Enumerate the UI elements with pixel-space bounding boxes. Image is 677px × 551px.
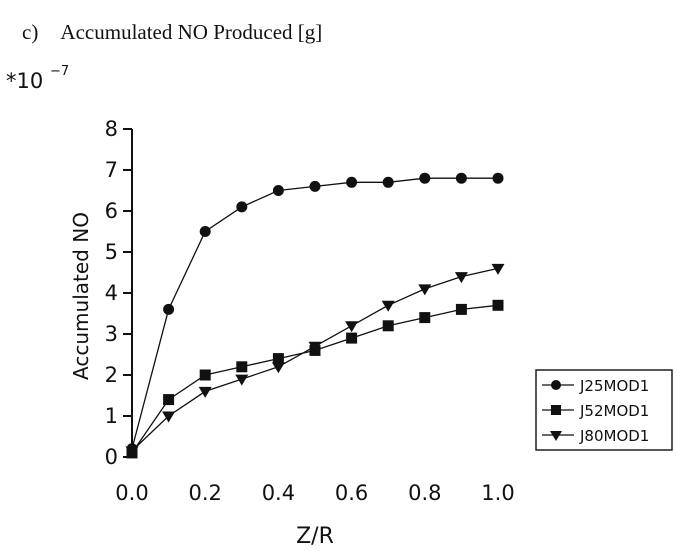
data-point-circle xyxy=(492,172,504,184)
data-point-circle xyxy=(272,185,284,196)
x-tick-label: 0.8 xyxy=(408,481,441,505)
data-point-circle xyxy=(199,226,211,237)
y-tick-label: 2 xyxy=(105,363,118,387)
series-line xyxy=(131,267,499,452)
data-point-circle xyxy=(236,201,248,213)
legend-label: J25MOD1 xyxy=(579,377,649,395)
caption-title: Accumulated NO Produced [g] xyxy=(60,20,323,44)
data-point-circle xyxy=(455,172,467,184)
series-j52mod1 xyxy=(126,299,504,459)
series-line xyxy=(131,304,499,454)
y-scale-exponent: −7 xyxy=(50,64,69,79)
data-point-circle xyxy=(346,176,358,188)
data-point-triangle xyxy=(454,272,468,284)
data-point-square xyxy=(455,303,467,315)
legend-entry: J52MOD1 xyxy=(542,402,649,420)
legend-label: J52MOD1 xyxy=(579,402,649,420)
data-point-triangle xyxy=(162,411,176,423)
data-point-triangle xyxy=(235,374,249,386)
figure-caption: c) Accumulated NO Produced [g] xyxy=(22,20,322,45)
data-point-triangle xyxy=(381,300,395,312)
y-tick-label: 5 xyxy=(105,240,118,264)
y-scale-note: *10 −7 xyxy=(6,64,69,93)
data-point-triangle xyxy=(125,446,139,458)
series-j25mod1 xyxy=(126,172,504,455)
data-point-square xyxy=(382,320,394,332)
y-tick-label: 6 xyxy=(105,199,118,223)
caption-label: c) xyxy=(22,20,39,44)
y-tick-label: 0 xyxy=(105,445,118,469)
data-point-square xyxy=(272,353,284,365)
x-tick-label: 0.4 xyxy=(262,481,295,505)
y-axis-label: Accumulated NO xyxy=(69,212,93,380)
y-tick-label: 3 xyxy=(105,322,118,346)
legend-entry: J25MOD1 xyxy=(542,377,649,395)
data-point-circle xyxy=(382,176,394,188)
y-scale-multiplier: *10 xyxy=(6,69,43,93)
data-point-square xyxy=(346,332,358,344)
x-axis-label: Z/R xyxy=(296,524,334,549)
x-tick-label: 1.0 xyxy=(481,481,514,505)
data-point-circle xyxy=(419,172,431,184)
data-point-square xyxy=(199,369,211,381)
data-point-square xyxy=(419,312,431,324)
y-tick-label: 7 xyxy=(105,158,118,182)
data-point-triangle xyxy=(271,362,285,374)
legend-entry: J80MOD1 xyxy=(542,427,649,445)
data-point-triangle xyxy=(198,386,212,398)
y-tick-label: 1 xyxy=(105,404,118,428)
x-tick-label: 0.2 xyxy=(188,481,221,505)
data-point-square xyxy=(236,361,248,373)
y-tick-label: 8 xyxy=(105,117,118,141)
data-point-square xyxy=(163,394,175,406)
y-tick-label: 4 xyxy=(105,281,118,305)
legend-label: J80MOD1 xyxy=(579,427,649,445)
data-point-circle xyxy=(163,303,175,315)
data-point-triangle xyxy=(491,263,505,275)
data-point-square xyxy=(551,405,561,415)
legend: J25MOD1 J52MOD1 J80MOD1 xyxy=(535,369,673,451)
x-tick-label: 0.6 xyxy=(335,481,368,505)
data-point-circle xyxy=(309,180,321,192)
x-tick-label: 0.0 xyxy=(115,481,148,505)
data-point-triangle xyxy=(308,341,322,353)
data-point-triangle xyxy=(345,321,359,333)
data-point-triangle xyxy=(550,431,562,441)
data-point-circle xyxy=(551,380,561,390)
data-point-triangle xyxy=(418,284,432,296)
series-j80mod1 xyxy=(125,263,505,458)
data-point-square xyxy=(492,299,504,311)
